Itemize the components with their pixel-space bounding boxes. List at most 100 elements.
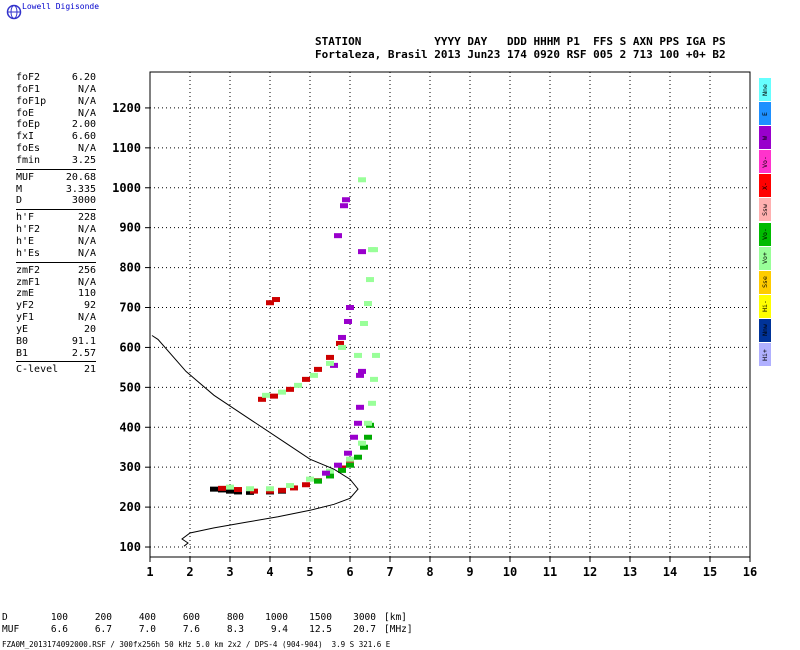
distance-cell: 100 <box>50 612 68 623</box>
echo-point <box>338 344 346 350</box>
y-tick-label: 900 <box>119 221 141 235</box>
y-tick-label: 1100 <box>112 141 141 155</box>
density-profile <box>151 335 359 547</box>
param-label: zmE <box>16 288 35 300</box>
echo-point <box>246 486 254 492</box>
ionogram-chart: 1 2 3 4 5 6 7 8 9 10 11 12 13 14 15 1610020030040050060… <box>112 71 757 579</box>
legend-item: E <box>759 102 771 126</box>
param-row: foF1p N/A <box>16 96 96 108</box>
param-value: 2.00 <box>71 119 96 131</box>
distance-cell: 800 <box>226 612 244 623</box>
legend-label: Hi- <box>761 300 769 313</box>
muf-cell: [MHz] <box>384 624 413 635</box>
globe-icon <box>6 4 22 20</box>
param-value: 6.60 <box>71 131 96 143</box>
param-label: yE <box>16 323 29 335</box>
echo-point <box>266 486 274 492</box>
echo-point <box>358 177 366 183</box>
echo-point <box>366 277 374 283</box>
param-value: N/A <box>77 276 96 288</box>
param-row: foE N/A <box>16 108 96 120</box>
legend-label: Nne <box>761 83 769 96</box>
muf-cell: 7.0 <box>138 624 156 635</box>
muf-cell: 8.3 <box>226 624 244 635</box>
echo-point <box>336 340 344 346</box>
param-value: 3000 <box>71 195 96 207</box>
echo-point <box>266 300 274 306</box>
param-value: N/A <box>77 107 96 119</box>
echo-point <box>270 393 278 399</box>
param-value: 2.57 <box>71 347 96 359</box>
x-tick-label: 8 <box>426 565 433 579</box>
separator <box>16 261 96 263</box>
param-label: h'F2 <box>16 224 41 236</box>
param-row: foEs N/A <box>16 143 96 155</box>
muf-row: MUF 6.6 6.7 7.0 7.6 8.3 9.4 12.5 20.7 [MHz] <box>2 624 428 635</box>
param-row: h'E N/A <box>16 236 96 248</box>
header-values: Fortaleza, Brasil 2013 Jun23 174 0920 RS… <box>315 48 726 61</box>
param-value: 20.68 <box>65 171 96 183</box>
echo-point <box>344 318 352 324</box>
param-row: yF2 92 <box>16 300 96 312</box>
echo-point <box>346 305 354 311</box>
echo-point <box>364 420 372 426</box>
legend-item: W <box>759 126 771 150</box>
echo-point <box>368 400 376 406</box>
legend-label: E <box>760 111 769 116</box>
echo-point <box>262 392 270 398</box>
param-value: 6.20 <box>71 72 96 83</box>
echo-point <box>354 454 362 460</box>
legend-label: Hi+ <box>761 348 769 361</box>
param-label: yF2 <box>16 300 35 312</box>
param-label: B1 <box>16 347 29 359</box>
legend-label: Nnw <box>761 324 769 337</box>
x-tick-label: 9 <box>466 565 473 579</box>
y-tick-label: 1000 <box>112 181 141 195</box>
param-value: 91.1 <box>71 335 96 347</box>
distance-cell: 400 <box>138 612 156 623</box>
legend-item: Vo- <box>759 150 771 174</box>
param-row: foF1 N/A <box>16 84 96 96</box>
brand-name: Lowell Digisonde <box>22 2 100 11</box>
echo-point <box>302 376 310 382</box>
param-row: h'F2 N/A <box>16 224 96 236</box>
param-row: foF2 6.20 <box>16 72 96 84</box>
param-value: 92 <box>83 300 96 312</box>
plot-frame <box>149 71 751 558</box>
echo-point <box>358 440 366 446</box>
param-value: N/A <box>77 143 96 155</box>
param-row: yF1 N/A <box>16 312 96 324</box>
y-tick-label: 800 <box>119 261 141 275</box>
distance-cell: 200 <box>94 612 112 623</box>
x-tick-label: 16 <box>743 565 757 579</box>
parameters-panel: foF2 6.20 foF1 N/A foF1p N/A foE N/A foEp 2.00 fxI… <box>16 72 96 376</box>
param-label: zmF2 <box>16 264 41 276</box>
echo-point <box>346 462 354 468</box>
echo-point <box>360 320 368 326</box>
echo-point <box>334 233 342 239</box>
separator <box>16 209 96 211</box>
separator <box>16 361 96 363</box>
echo-point <box>326 354 334 360</box>
echo-point <box>356 372 364 378</box>
file-info: FZA0M_2013174092000.RSF / 300fx256h 50 k… <box>2 640 391 649</box>
param-label: foF1 <box>16 83 41 95</box>
echo-point <box>350 434 358 440</box>
echo-point <box>364 434 372 440</box>
muf-cell: MUF <box>2 624 20 635</box>
x-tick-label: 10 <box>503 565 517 579</box>
x-tick-label: 4 <box>266 565 273 579</box>
distance-cell: [km] <box>384 612 407 623</box>
param-row: D 3000 <box>16 195 96 207</box>
echo-point <box>354 420 362 426</box>
echo-point <box>338 467 346 473</box>
param-label: foF2 <box>16 72 41 83</box>
param-value: 21 <box>83 364 96 376</box>
echo-point <box>226 484 234 490</box>
muf-cell: 12.5 <box>309 624 332 635</box>
legend-label: X- <box>760 181 769 190</box>
echo-point <box>370 247 378 253</box>
echo-point <box>370 376 378 382</box>
param-label: foEp <box>16 119 41 131</box>
param-row: foEp 2.00 <box>16 119 96 131</box>
